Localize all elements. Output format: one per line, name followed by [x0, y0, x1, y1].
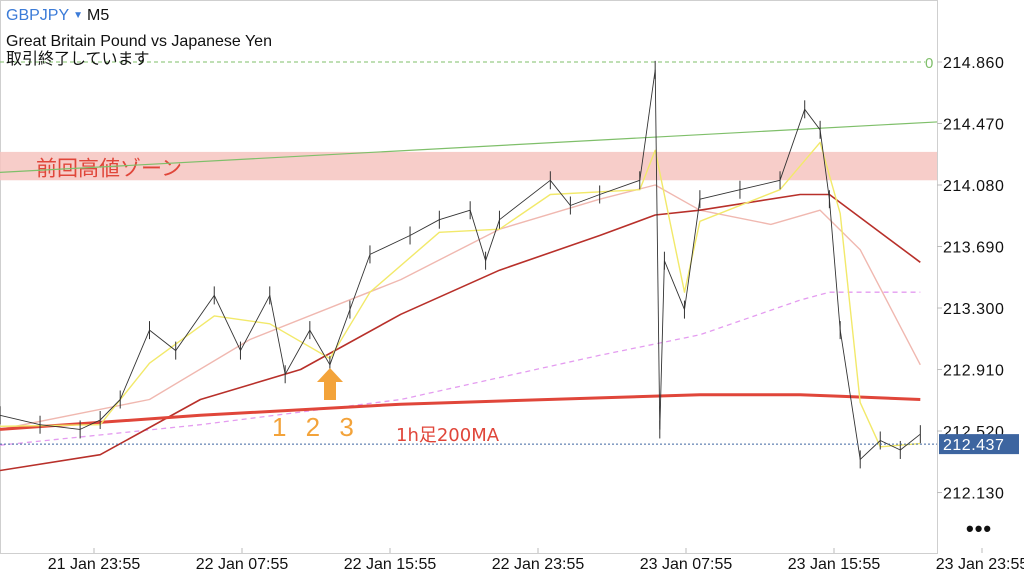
- level-zero-label: 0: [925, 55, 933, 72]
- series-violet_ma: [0, 291, 921, 446]
- x-tick-label: 22 Jan 15:55: [344, 556, 437, 573]
- current-price-label: 212.437: [943, 437, 1004, 454]
- symbol-selector[interactable]: GBPJPY ▼ M5: [6, 6, 109, 25]
- zone-label: 前回高値ゾーン: [36, 156, 182, 180]
- y-tick-label: 213.300: [943, 301, 1004, 318]
- y-tick-label: 212.910: [943, 363, 1004, 380]
- market-status: 取引終了しています: [6, 51, 150, 68]
- series-fast_ma: [0, 141, 921, 448]
- symbol-name[interactable]: GBPJPY: [6, 7, 70, 24]
- resistance-zone: [0, 151, 937, 181]
- y-tick-label: 212.130: [943, 486, 1004, 503]
- trendline: [0, 121, 938, 173]
- x-tick-label: 23 Jan 23:55: [936, 556, 1024, 573]
- count-label: 1 2 3: [272, 412, 360, 442]
- y-tick-label: 214.080: [943, 178, 1004, 195]
- symbol-description: Great Britain Pound vs Japanese Yen: [6, 33, 272, 50]
- more-button[interactable]: •••: [966, 516, 993, 541]
- x-tick-label: 23 Jan 15:55: [788, 556, 881, 573]
- triangle-down-icon[interactable]: ▼: [73, 10, 84, 21]
- x-tick-label: 22 Jan 07:55: [196, 556, 289, 573]
- x-tick-label: 23 Jan 07:55: [640, 556, 733, 573]
- y-tick-label: 213.690: [943, 240, 1004, 257]
- ma-label: 1h足200MA: [396, 425, 500, 446]
- x-tick-label: 21 Jan 23:55: [48, 556, 141, 573]
- current-price-badge: [939, 434, 1019, 455]
- y-tick-label: 214.860: [943, 55, 1004, 72]
- series-dark_red_ma: [0, 193, 921, 472]
- plot-frame: [0, 0, 938, 554]
- series-h1_200ma: [0, 393, 921, 431]
- y-tick-label: 214.470: [943, 117, 1004, 134]
- series-pink_ma: [0, 184, 921, 431]
- x-tick-label: 22 Jan 23:55: [492, 556, 585, 573]
- arrow-up-icon: [317, 368, 343, 400]
- timeframe[interactable]: M5: [87, 7, 110, 24]
